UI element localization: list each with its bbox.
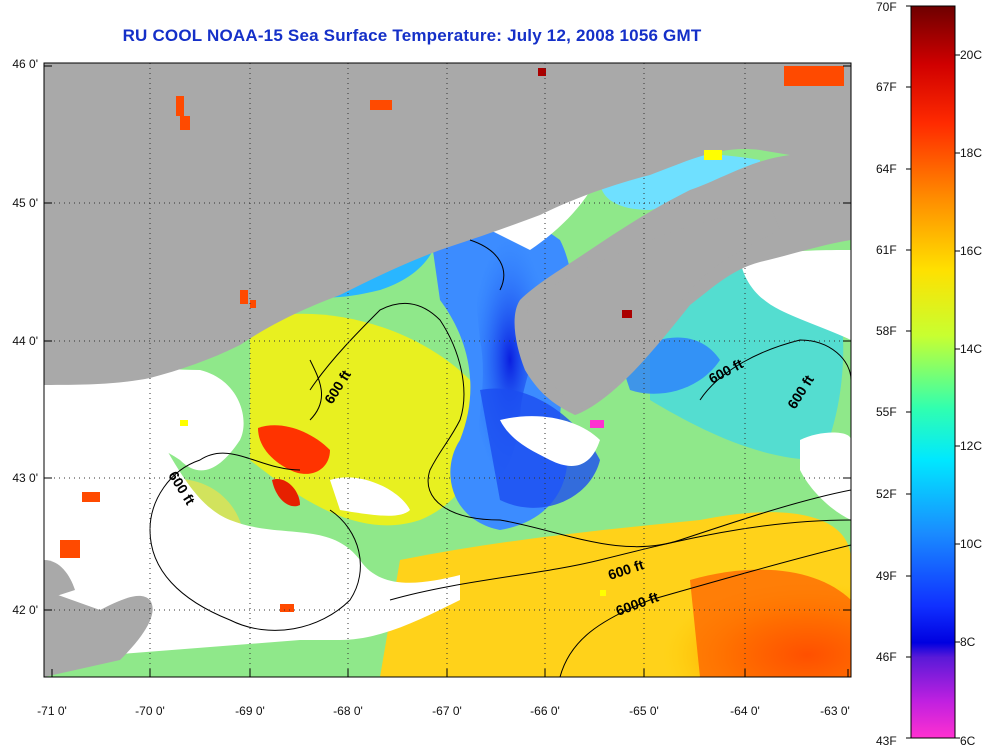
colorbar-label-14c: 14C [960,342,983,356]
colorbar-label-70f: 70F [876,0,897,14]
colorbar-label-8c: 8C [960,635,976,649]
colorbar-label-10c: 10C [960,537,983,551]
colorbar-label-16c: 16C [960,244,983,258]
lat-tick-42: 42 0' [12,603,38,617]
lat-tick-44: 44 0' [12,334,38,348]
lon-tick--64: -64 0' [730,704,760,718]
colorbar-label-12c: 12C [960,439,983,453]
contour-label-600-e: 600 ft [784,372,817,412]
colorbar-label-67f: 67F [876,80,897,94]
colorbar-label-55f: 55F [876,405,897,419]
colorbar-label-20c: 20C [960,48,983,62]
contour-label-600-a: 600 ft [321,367,354,407]
contour-label-600-b: 600 ft [165,468,198,508]
colorbar-label-58f: 58F [876,324,897,338]
lon-tick--70: -70 0' [135,704,165,718]
colorbar-label-61f: 61F [876,243,897,257]
colorbar-label-6c: 6C [960,734,976,748]
lon-tick--65: -65 0' [629,704,659,718]
colorbar-label-64f: 64F [876,162,897,176]
colorbar-label-18c: 18C [960,146,983,160]
lon-tick--71: -71 0' [37,704,67,718]
contour-label-600-c: 600 ft [606,556,646,583]
lon-tick--66: -66 0' [530,704,560,718]
lon-tick--67: -67 0' [432,704,462,718]
colorbar-label-49f: 49F [876,569,897,583]
lon-tick--68: -68 0' [333,704,363,718]
lat-tick-46: 46 0' [12,57,38,71]
lat-tick-43: 43 0' [12,471,38,485]
lat-tick-45: 45 0' [12,196,38,210]
lon-tick--69: -69 0' [235,704,265,718]
contour-label-6000: 6000 ft [614,588,661,618]
lon-tick--63: -63 0' [820,704,850,718]
colorbar-label-43f: 43F [876,734,897,748]
colorbar-label-46f: 46F [876,650,897,664]
map-title: RU COOL NOAA-15 Sea Surface Temperature:… [122,26,702,45]
colorbar [911,6,955,738]
colorbar-label-52f: 52F [876,487,897,501]
contour-label-600-d: 600 ft [706,355,746,386]
